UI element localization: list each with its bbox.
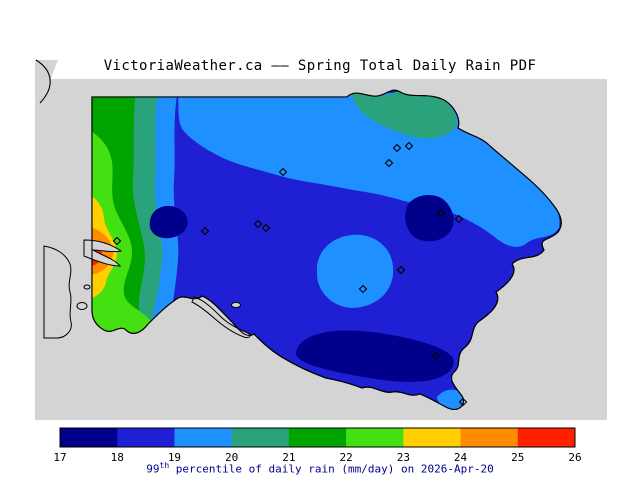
contour-band-17-18-west-pocket	[149, 205, 188, 239]
caption-number: 99	[146, 462, 160, 476]
colorbar-segment	[517, 428, 576, 447]
station-marker-icon	[436, 208, 446, 218]
colorbar-tick-label: 19	[168, 451, 181, 464]
colorbar-segment	[174, 428, 233, 447]
station-marker-icon	[454, 214, 464, 224]
west-inlet-icon	[83, 239, 123, 267]
station-marker-icon	[431, 351, 441, 361]
data-region-coastline	[91, 89, 562, 410]
islet-icon	[83, 284, 91, 290]
colorbar-segment	[288, 428, 347, 447]
station-marker-icon	[278, 167, 288, 177]
station-marker-icon	[404, 141, 414, 151]
colorbar-tick-labels: 17 18 19 20 21 22 23 24 25 26	[53, 451, 581, 464]
caption-ordinal: th	[159, 461, 170, 470]
colorbar-segment	[231, 428, 290, 447]
station-markers	[112, 141, 468, 407]
small-lake-icon	[231, 302, 241, 308]
caption-text: percentile of daily rain (mm/day) on 202…	[169, 462, 494, 476]
colorbar-segment	[460, 428, 519, 447]
colorbar-segment	[60, 428, 118, 447]
station-marker-icon	[200, 226, 210, 236]
colorbar-segment	[117, 428, 175, 447]
colorbar-tick-label: 22	[339, 451, 352, 464]
colorbar-border	[59, 427, 576, 448]
station-marker-icon	[112, 236, 122, 246]
colorbar-segment	[346, 428, 404, 447]
contour-band-19-20-centre-oval	[316, 234, 394, 308]
corner-coastline-icon	[35, 59, 51, 104]
colorbar-tick-label: 17	[53, 451, 66, 464]
station-marker-icon	[261, 223, 271, 233]
colorbar-tick-label: 20	[225, 451, 238, 464]
corner-land	[35, 60, 58, 103]
station-marker-icon	[458, 397, 468, 407]
colorbar-tick-label: 25	[511, 451, 524, 464]
outer-coastlines	[43, 245, 91, 339]
southwest-shore-icon	[43, 245, 72, 339]
islet-icon	[76, 302, 88, 310]
contour-band-17-18-east-pocket	[405, 194, 454, 242]
contour-band-17-18-south-pocket	[296, 330, 454, 382]
station-marker-icon	[396, 265, 406, 275]
colorbar-segment	[403, 428, 462, 447]
station-marker-icon	[253, 219, 263, 229]
chart-title: VictoriaWeather.ca —— Spring Total Daily…	[103, 58, 537, 74]
water-features	[83, 239, 251, 338]
colorbar-tick-label: 24	[454, 451, 468, 464]
station-marker-icon	[384, 158, 394, 168]
station-marker-icon	[358, 284, 368, 294]
harbour-channel-icon	[191, 296, 251, 338]
colorbar-caption: 99th percentile of daily rain (mm/day) o…	[0, 461, 640, 476]
colorbar	[60, 428, 576, 447]
colorbar-tick-label: 26	[568, 451, 581, 464]
contour-band-19-20-southeast-tip	[437, 389, 467, 410]
station-marker-icon	[392, 143, 402, 153]
contour-band-20-21-north-patch	[352, 91, 457, 139]
colorbar-tick-label: 21	[282, 451, 295, 464]
colorbar-tick-label: 23	[397, 451, 410, 464]
colorbar-tick-label: 18	[111, 451, 124, 464]
